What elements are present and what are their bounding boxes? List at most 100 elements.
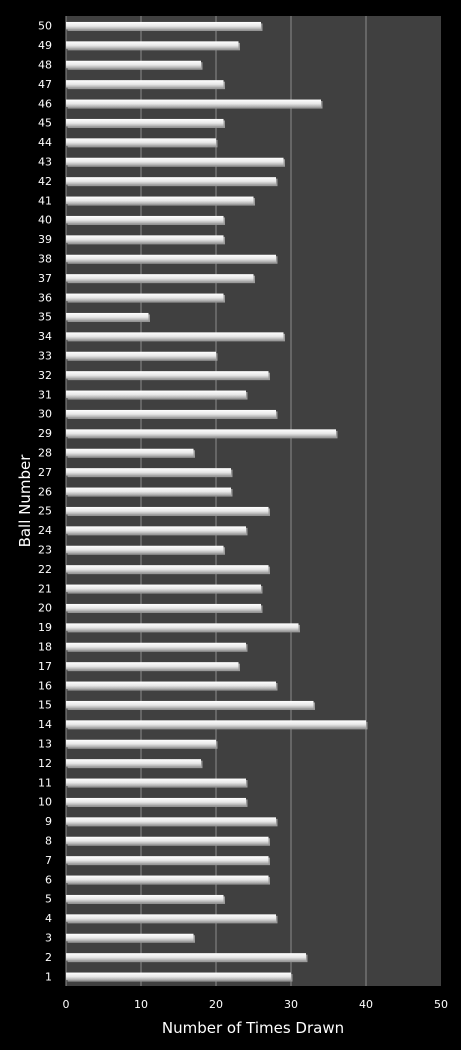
y-tick-label: 30 [38,408,52,421]
y-axis-title: Ball Number [16,454,34,548]
bar-ball-18 [66,642,246,651]
bar-ball-31 [66,390,246,399]
y-tick-label: 7 [45,854,52,867]
y-tick-label: 48 [38,59,52,72]
bar-ball-36 [66,293,224,302]
y-tick-label: 15 [38,699,52,712]
y-tick-label: 6 [45,873,52,886]
y-tick-label: 50 [38,20,52,33]
y-tick-label: 17 [38,660,52,673]
y-tick-label: 37 [38,272,52,285]
x-tick-label: 10 [134,998,148,1011]
y-tick-label: 16 [38,679,52,692]
bar-ball-26 [66,487,231,496]
bar-ball-41 [66,196,254,205]
bar-ball-21 [66,584,261,593]
y-tick-label: 20 [38,602,52,615]
bar-ball-6 [66,875,269,884]
bar-ball-11 [66,778,246,787]
y-tick-label: 47 [38,78,52,91]
bar-ball-22 [66,565,269,573]
x-tick-label: 40 [359,998,373,1011]
y-tick-label: 43 [38,156,52,169]
bar-ball-38 [66,254,276,263]
bar-ball-17 [66,662,239,670]
bar-ball-16 [66,681,276,690]
y-tick-label: 14 [38,718,52,731]
y-tick-label: 23 [38,544,52,557]
bar-ball-33 [66,351,216,360]
bar-ball-42 [66,177,276,185]
y-tick-label: 11 [38,776,52,789]
y-tick-label: 10 [38,796,52,809]
bar-ball-1 [66,972,291,981]
y-tick-label: 42 [38,175,52,188]
bar-ball-45 [66,118,224,127]
bar-ball-24 [66,526,246,534]
bar-ball-29 [66,429,336,437]
bar-ball-14 [66,720,366,728]
y-tick-label: 46 [38,97,52,110]
y-tick-label: 31 [38,388,52,401]
y-tick-label: 8 [45,835,52,848]
bar-ball-32 [66,371,269,379]
bar-ball-7 [66,856,269,864]
y-tick-label: 34 [38,330,52,343]
x-axis-tick-labels: 0 10 20 30 40 50 [63,998,449,1011]
bar-ball-9 [66,817,276,825]
x-tick-label: 50 [434,998,448,1011]
x-axis-title: Number of Times Drawn [162,1019,344,1037]
bar-ball-5 [66,894,224,903]
bar-ball-28 [66,448,194,457]
y-tick-label: 33 [38,350,52,363]
y-tick-label: 41 [38,194,52,207]
y-tick-label: 4 [45,912,52,925]
bar-ball-12 [66,759,201,767]
y-tick-label: 40 [38,214,52,227]
y-tick-label: 9 [45,815,52,828]
x-tick-label: 20 [209,998,223,1011]
bar-ball-8 [66,836,269,845]
bar-ball-46 [66,99,321,108]
x-tick-label: 30 [284,998,298,1011]
y-tick-label: 25 [38,505,52,518]
bar-ball-50 [66,21,261,30]
y-tick-label: 35 [38,311,52,324]
y-tick-label: 13 [38,738,52,751]
y-tick-label: 45 [38,117,52,130]
y-tick-label: 27 [38,466,52,479]
y-tick-label: 18 [38,641,52,654]
bar-ball-3 [66,933,194,942]
y-tick-label: 21 [38,582,52,595]
bar-ball-35 [66,312,149,321]
y-tick-label: 12 [38,757,52,770]
bar-ball-23 [66,545,224,554]
bar-ball-20 [66,603,261,612]
bar-ball-2 [66,953,306,961]
y-tick-label: 26 [38,485,52,498]
bar-series [66,21,368,982]
bar-ball-34 [66,332,284,340]
y-tick-label: 5 [45,893,52,906]
y-tick-label: 49 [38,39,52,52]
y-tick-label: 39 [38,233,52,246]
y-tick-label: 32 [38,369,52,382]
bar-ball-48 [66,60,201,69]
y-tick-label: 19 [38,621,52,634]
bar-ball-40 [66,215,224,224]
y-tick-label: 44 [38,136,52,149]
y-tick-label: 28 [38,447,52,460]
y-tick-label: 1 [45,970,52,983]
bar-ball-27 [66,468,231,476]
y-tick-label: 38 [38,253,52,266]
bar-ball-39 [66,235,224,243]
x-tick-label: 0 [63,998,70,1011]
bar-ball-25 [66,506,269,515]
bar-ball-15 [66,700,314,709]
bar-ball-44 [66,138,216,146]
bar-ball-10 [66,797,246,806]
y-axis-tick-labels: 1234567891011121314151617181920212223242… [38,20,52,984]
y-tick-label: 29 [38,427,52,440]
bar-ball-43 [66,157,284,166]
